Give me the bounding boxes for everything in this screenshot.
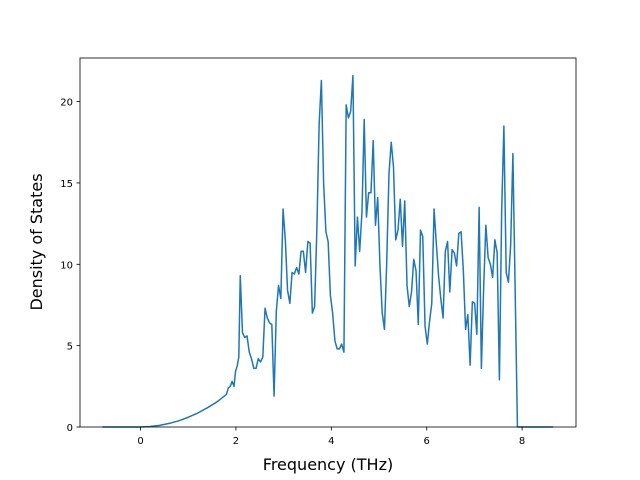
x-tick-label: 8 bbox=[519, 436, 525, 447]
y-tick-label: 20 bbox=[60, 98, 73, 109]
y-tick-label: 0 bbox=[67, 423, 73, 434]
x-axis-label: Frequency (THz) bbox=[263, 455, 393, 474]
y-tick-label: 10 bbox=[60, 260, 73, 271]
dos-line bbox=[102, 74, 554, 428]
x-tick-label: 2 bbox=[233, 436, 239, 447]
x-tick-label: 4 bbox=[328, 436, 334, 447]
x-tick-label: 6 bbox=[424, 436, 430, 447]
plot-area bbox=[102, 74, 554, 428]
y-tick-label: 5 bbox=[67, 342, 73, 353]
y-tick-label: 15 bbox=[60, 179, 73, 190]
x-tick-label: 0 bbox=[137, 436, 143, 447]
y-axis-label: Density of States bbox=[27, 173, 46, 310]
axes-frame bbox=[79, 57, 577, 428]
